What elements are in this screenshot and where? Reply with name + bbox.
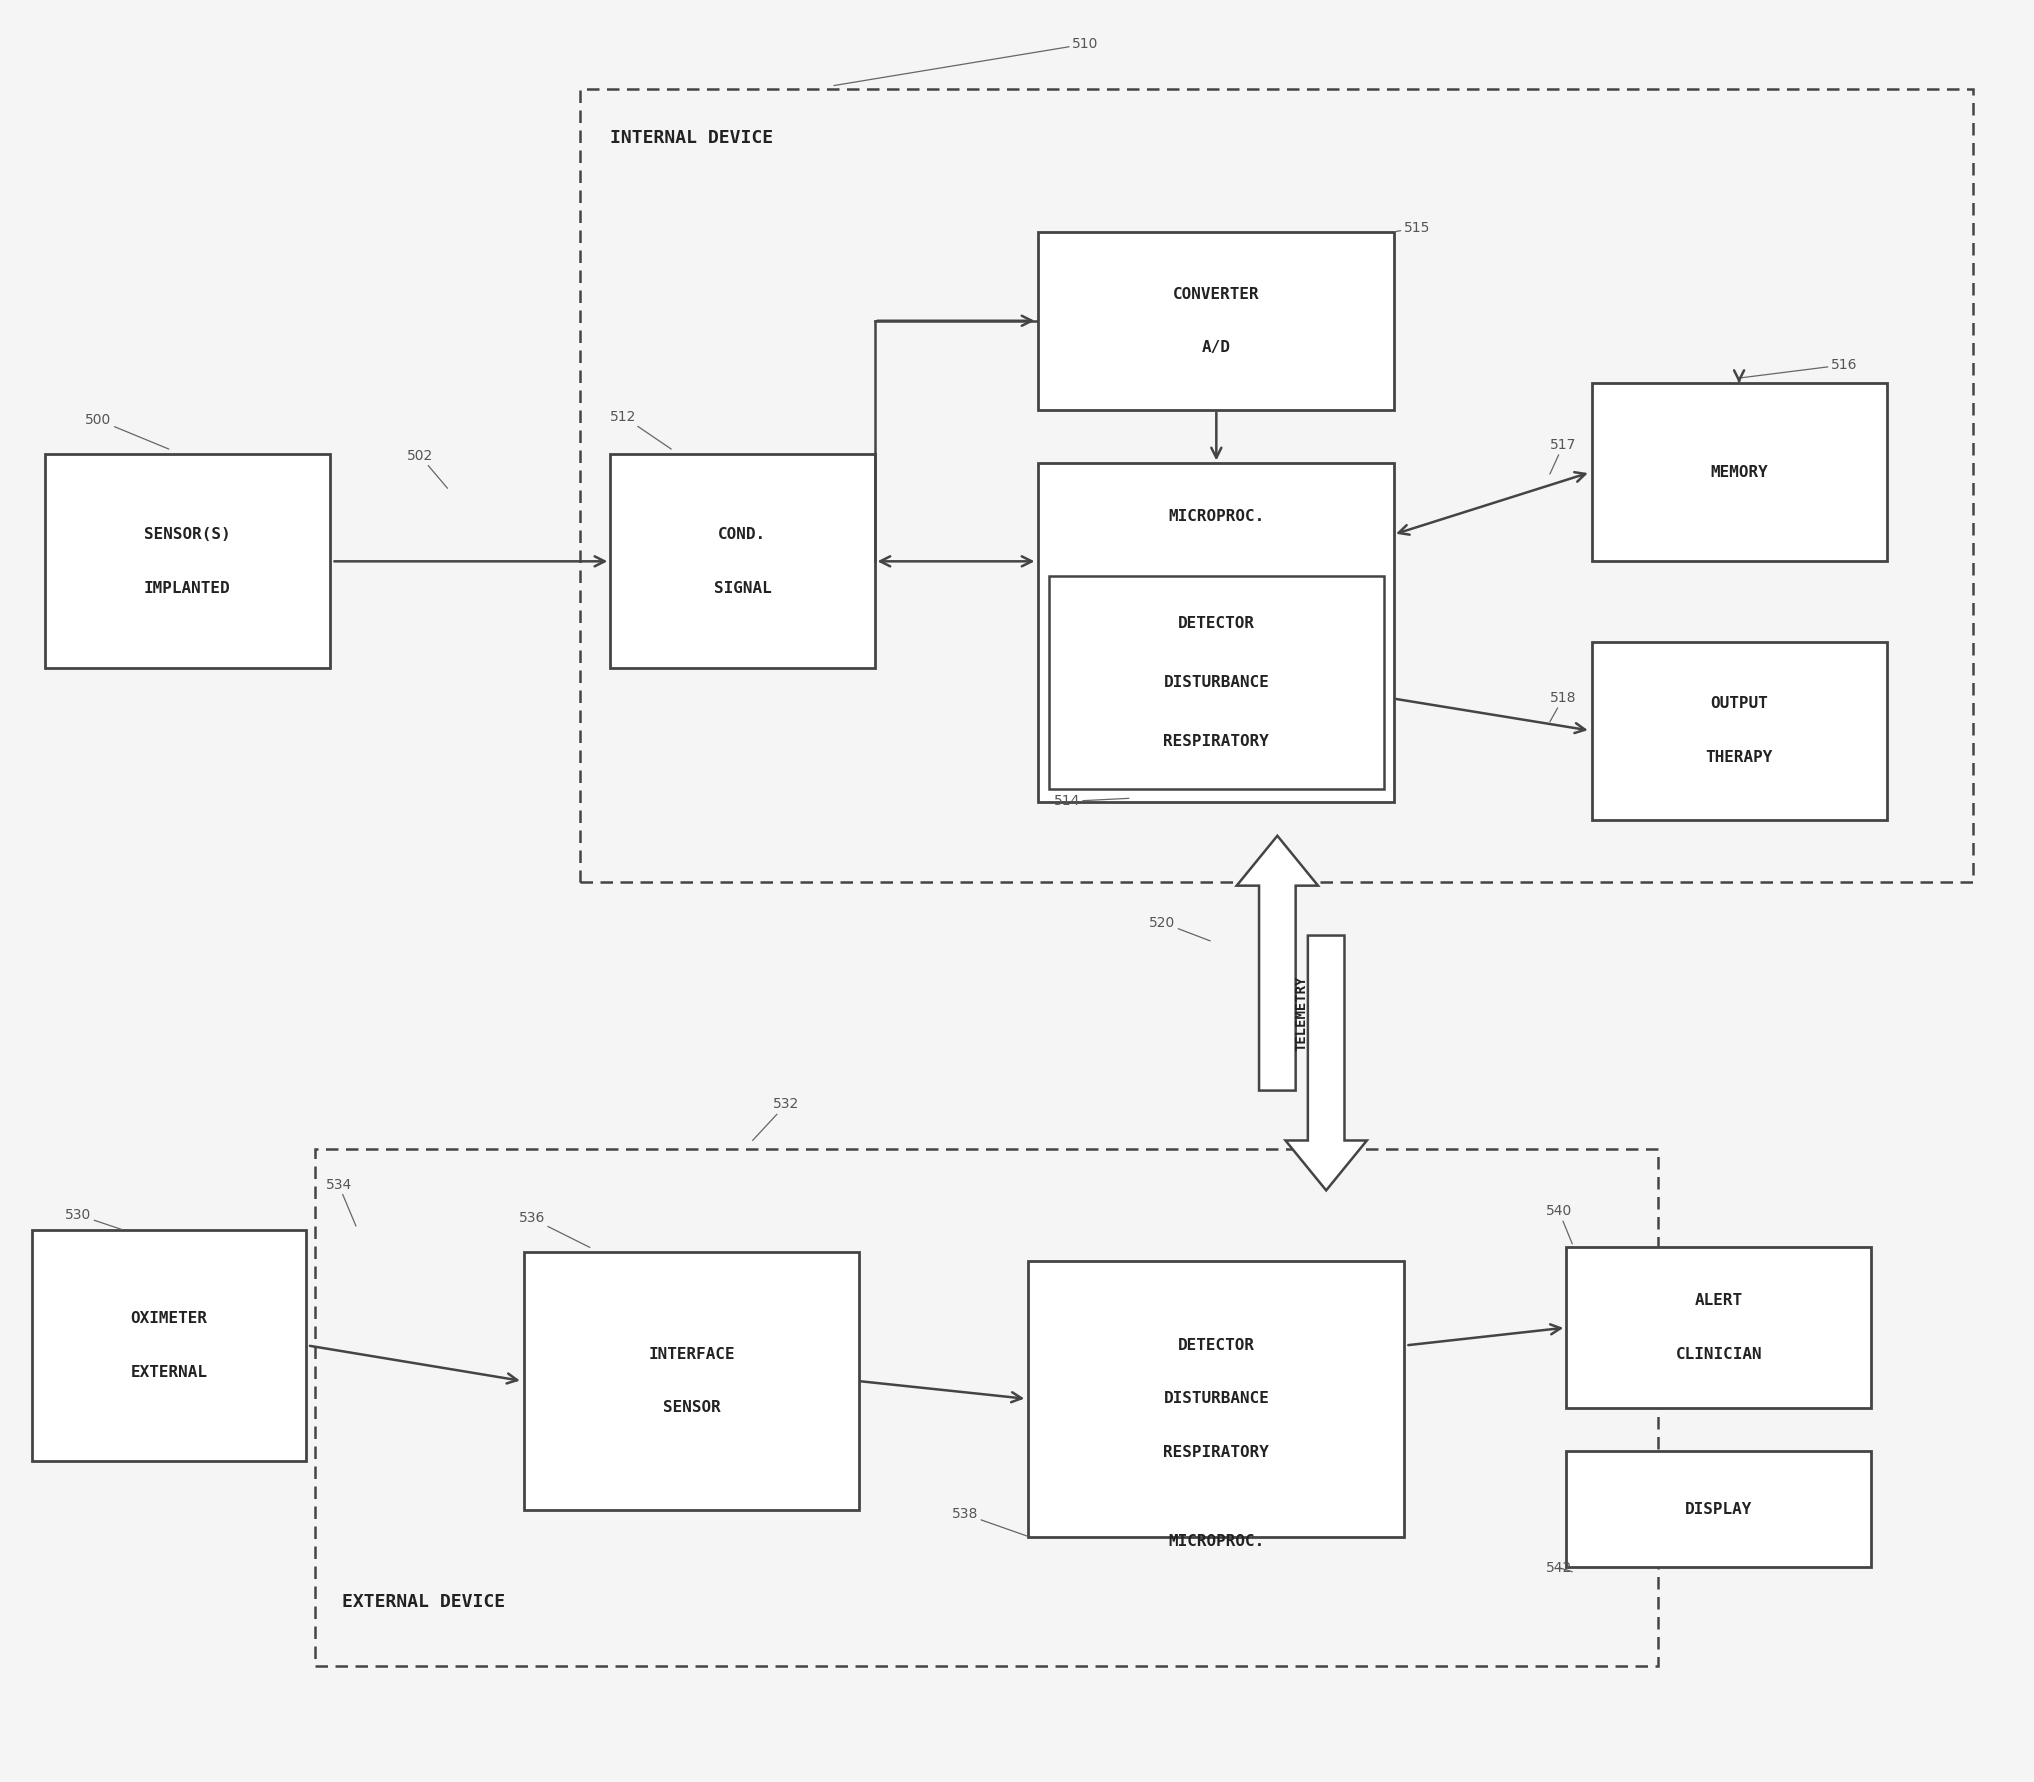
Bar	[1593, 642, 1888, 820]
Text: 516: 516	[1741, 358, 1857, 378]
Bar	[1039, 463, 1395, 802]
Bar	[1593, 383, 1888, 561]
Bar	[610, 454, 875, 668]
Text: SIGNAL: SIGNAL	[714, 581, 771, 595]
Text: DETECTOR: DETECTOR	[1178, 617, 1255, 631]
Text: IMPLANTED: IMPLANTED	[144, 581, 230, 595]
Bar	[1566, 1247, 1871, 1408]
Text: DETECTOR: DETECTOR	[1178, 1338, 1255, 1353]
Text: DISTURBANCE: DISTURBANCE	[1163, 1392, 1269, 1406]
Text: 510: 510	[834, 37, 1098, 86]
Text: RESPIRATORY: RESPIRATORY	[1163, 1445, 1269, 1459]
FancyArrow shape	[1237, 836, 1318, 1091]
Text: TELEMETRY: TELEMETRY	[1296, 975, 1308, 1051]
Text: MEMORY: MEMORY	[1711, 465, 1768, 479]
Bar	[315, 1149, 1658, 1666]
Text: 515: 515	[1395, 221, 1430, 235]
Text: 532: 532	[753, 1098, 799, 1140]
Text: CONVERTER: CONVERTER	[1174, 287, 1259, 301]
Text: MICROPROC.: MICROPROC.	[1168, 1534, 1265, 1549]
Bar	[1027, 1262, 1403, 1536]
Text: DISTURBANCE: DISTURBANCE	[1163, 675, 1269, 690]
Text: 502: 502	[407, 449, 447, 488]
Text: THERAPY: THERAPY	[1704, 750, 1774, 764]
Text: 512: 512	[610, 410, 671, 449]
Text: 540: 540	[1546, 1205, 1572, 1244]
FancyArrow shape	[1285, 936, 1367, 1190]
Text: INTERFACE: INTERFACE	[649, 1347, 734, 1361]
Text: DISPLAY: DISPLAY	[1684, 1502, 1753, 1516]
Text: MICROPROC.: MICROPROC.	[1168, 510, 1265, 524]
Bar	[525, 1251, 860, 1509]
Bar	[580, 89, 1973, 882]
Bar	[1050, 576, 1383, 789]
Text: ALERT: ALERT	[1694, 1294, 1743, 1308]
Text: 520: 520	[1149, 916, 1210, 941]
Text: A/D: A/D	[1202, 340, 1231, 355]
Text: INTERNAL DEVICE: INTERNAL DEVICE	[610, 128, 773, 146]
Text: OXIMETER: OXIMETER	[130, 1312, 207, 1326]
Text: OUTPUT: OUTPUT	[1711, 697, 1768, 711]
Text: 500: 500	[85, 413, 169, 449]
Text: SENSOR: SENSOR	[663, 1401, 720, 1415]
Bar	[33, 1230, 307, 1461]
Text: EXTERNAL DEVICE: EXTERNAL DEVICE	[342, 1593, 504, 1611]
Text: 534: 534	[325, 1178, 356, 1226]
Text: 518: 518	[1550, 691, 1576, 722]
Text: 530: 530	[65, 1208, 122, 1230]
Text: COND.: COND.	[718, 527, 767, 542]
Text: 542: 542	[1546, 1561, 1572, 1575]
Text: 538: 538	[952, 1508, 1027, 1536]
Bar	[1039, 232, 1395, 410]
Text: SENSOR(S): SENSOR(S)	[144, 527, 230, 542]
Bar	[1566, 1451, 1871, 1568]
Text: CLINICIAN: CLINICIAN	[1676, 1347, 1761, 1361]
Bar	[45, 454, 330, 668]
Text: 514: 514	[1054, 795, 1129, 809]
Text: 517: 517	[1550, 438, 1576, 474]
Text: EXTERNAL: EXTERNAL	[130, 1365, 207, 1379]
Text: RESPIRATORY: RESPIRATORY	[1163, 734, 1269, 748]
Text: 536: 536	[519, 1212, 590, 1247]
